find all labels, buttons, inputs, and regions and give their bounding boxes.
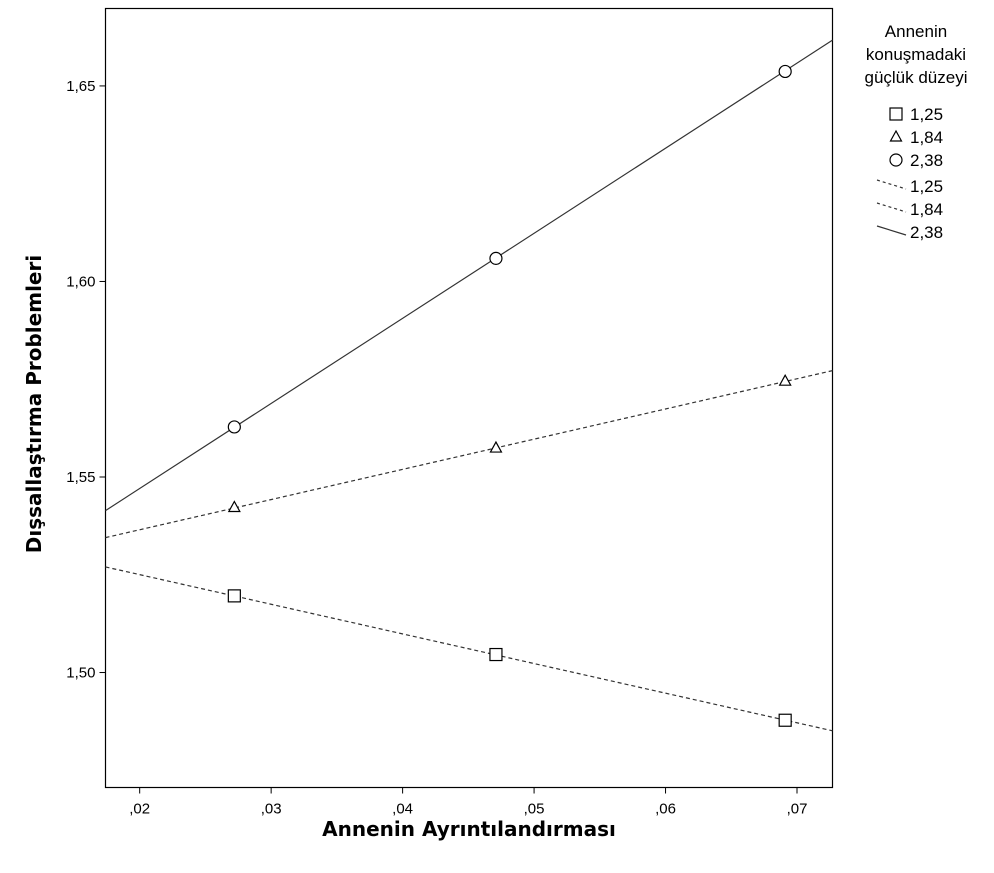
legend-label: 2,38 <box>910 223 943 242</box>
legend-marker-circle <box>889 153 903 167</box>
x-tick-label: ,07 <box>787 801 808 818</box>
legend-label: 1,84 <box>910 200 943 219</box>
point-square <box>227 589 241 603</box>
legend-label: 1,84 <box>910 128 943 147</box>
legend-line-square <box>876 179 907 190</box>
legend: Annenin konuşmadaki güçlük düzeyi 1,25 1,… <box>864 22 967 242</box>
legend-line-circle <box>876 225 907 236</box>
y-axis: 1,50 1,55 1,60 1,65 <box>66 78 106 682</box>
point-triangle <box>227 500 241 513</box>
y-axis-title: Dışsallaştırma Problemleri <box>22 255 46 553</box>
legend-line-triangle <box>876 202 907 213</box>
legend-label: 1,25 <box>910 105 943 124</box>
point-circle <box>489 251 503 265</box>
x-tick-label: ,03 <box>261 801 282 818</box>
x-tick-label: ,04 <box>392 801 413 818</box>
point-circle <box>778 64 792 79</box>
legend-marker-square <box>889 107 903 121</box>
x-tick-label: ,06 <box>655 801 676 818</box>
point-square <box>489 647 503 662</box>
point-square <box>778 713 792 727</box>
legend-marker-triangle <box>889 129 903 142</box>
point-triangle <box>778 373 792 386</box>
x-tick-label: ,05 <box>524 801 545 818</box>
y-tick-label: 1,60 <box>66 273 95 290</box>
fit-line-square <box>105 566 833 732</box>
plot-frame <box>104 7 834 789</box>
point-triangle <box>489 440 503 453</box>
y-tick-label: 1,65 <box>66 78 95 95</box>
fit-line-circle <box>105 39 833 512</box>
x-tick-label: ,02 <box>129 801 150 818</box>
legend-title-line-1: Annenin <box>885 22 947 41</box>
x-axis: ,02 ,03 ,04 ,05 ,06 ,07 <box>129 787 808 818</box>
x-axis-title: Annenin Ayrıntılandırması <box>322 817 616 841</box>
legend-label: 1,25 <box>910 177 943 196</box>
legend-title-line-3: güçlük düzeyi <box>864 68 967 87</box>
legend-label: 2,38 <box>910 151 943 170</box>
markers <box>227 64 792 727</box>
fit-lines <box>105 39 833 732</box>
point-circle <box>227 420 241 434</box>
y-tick-label: 1,55 <box>66 469 95 486</box>
fit-line-triangle <box>105 370 833 539</box>
legend-title-line-2: konuşmadaki <box>866 45 966 64</box>
y-tick-label: 1,50 <box>66 665 95 682</box>
